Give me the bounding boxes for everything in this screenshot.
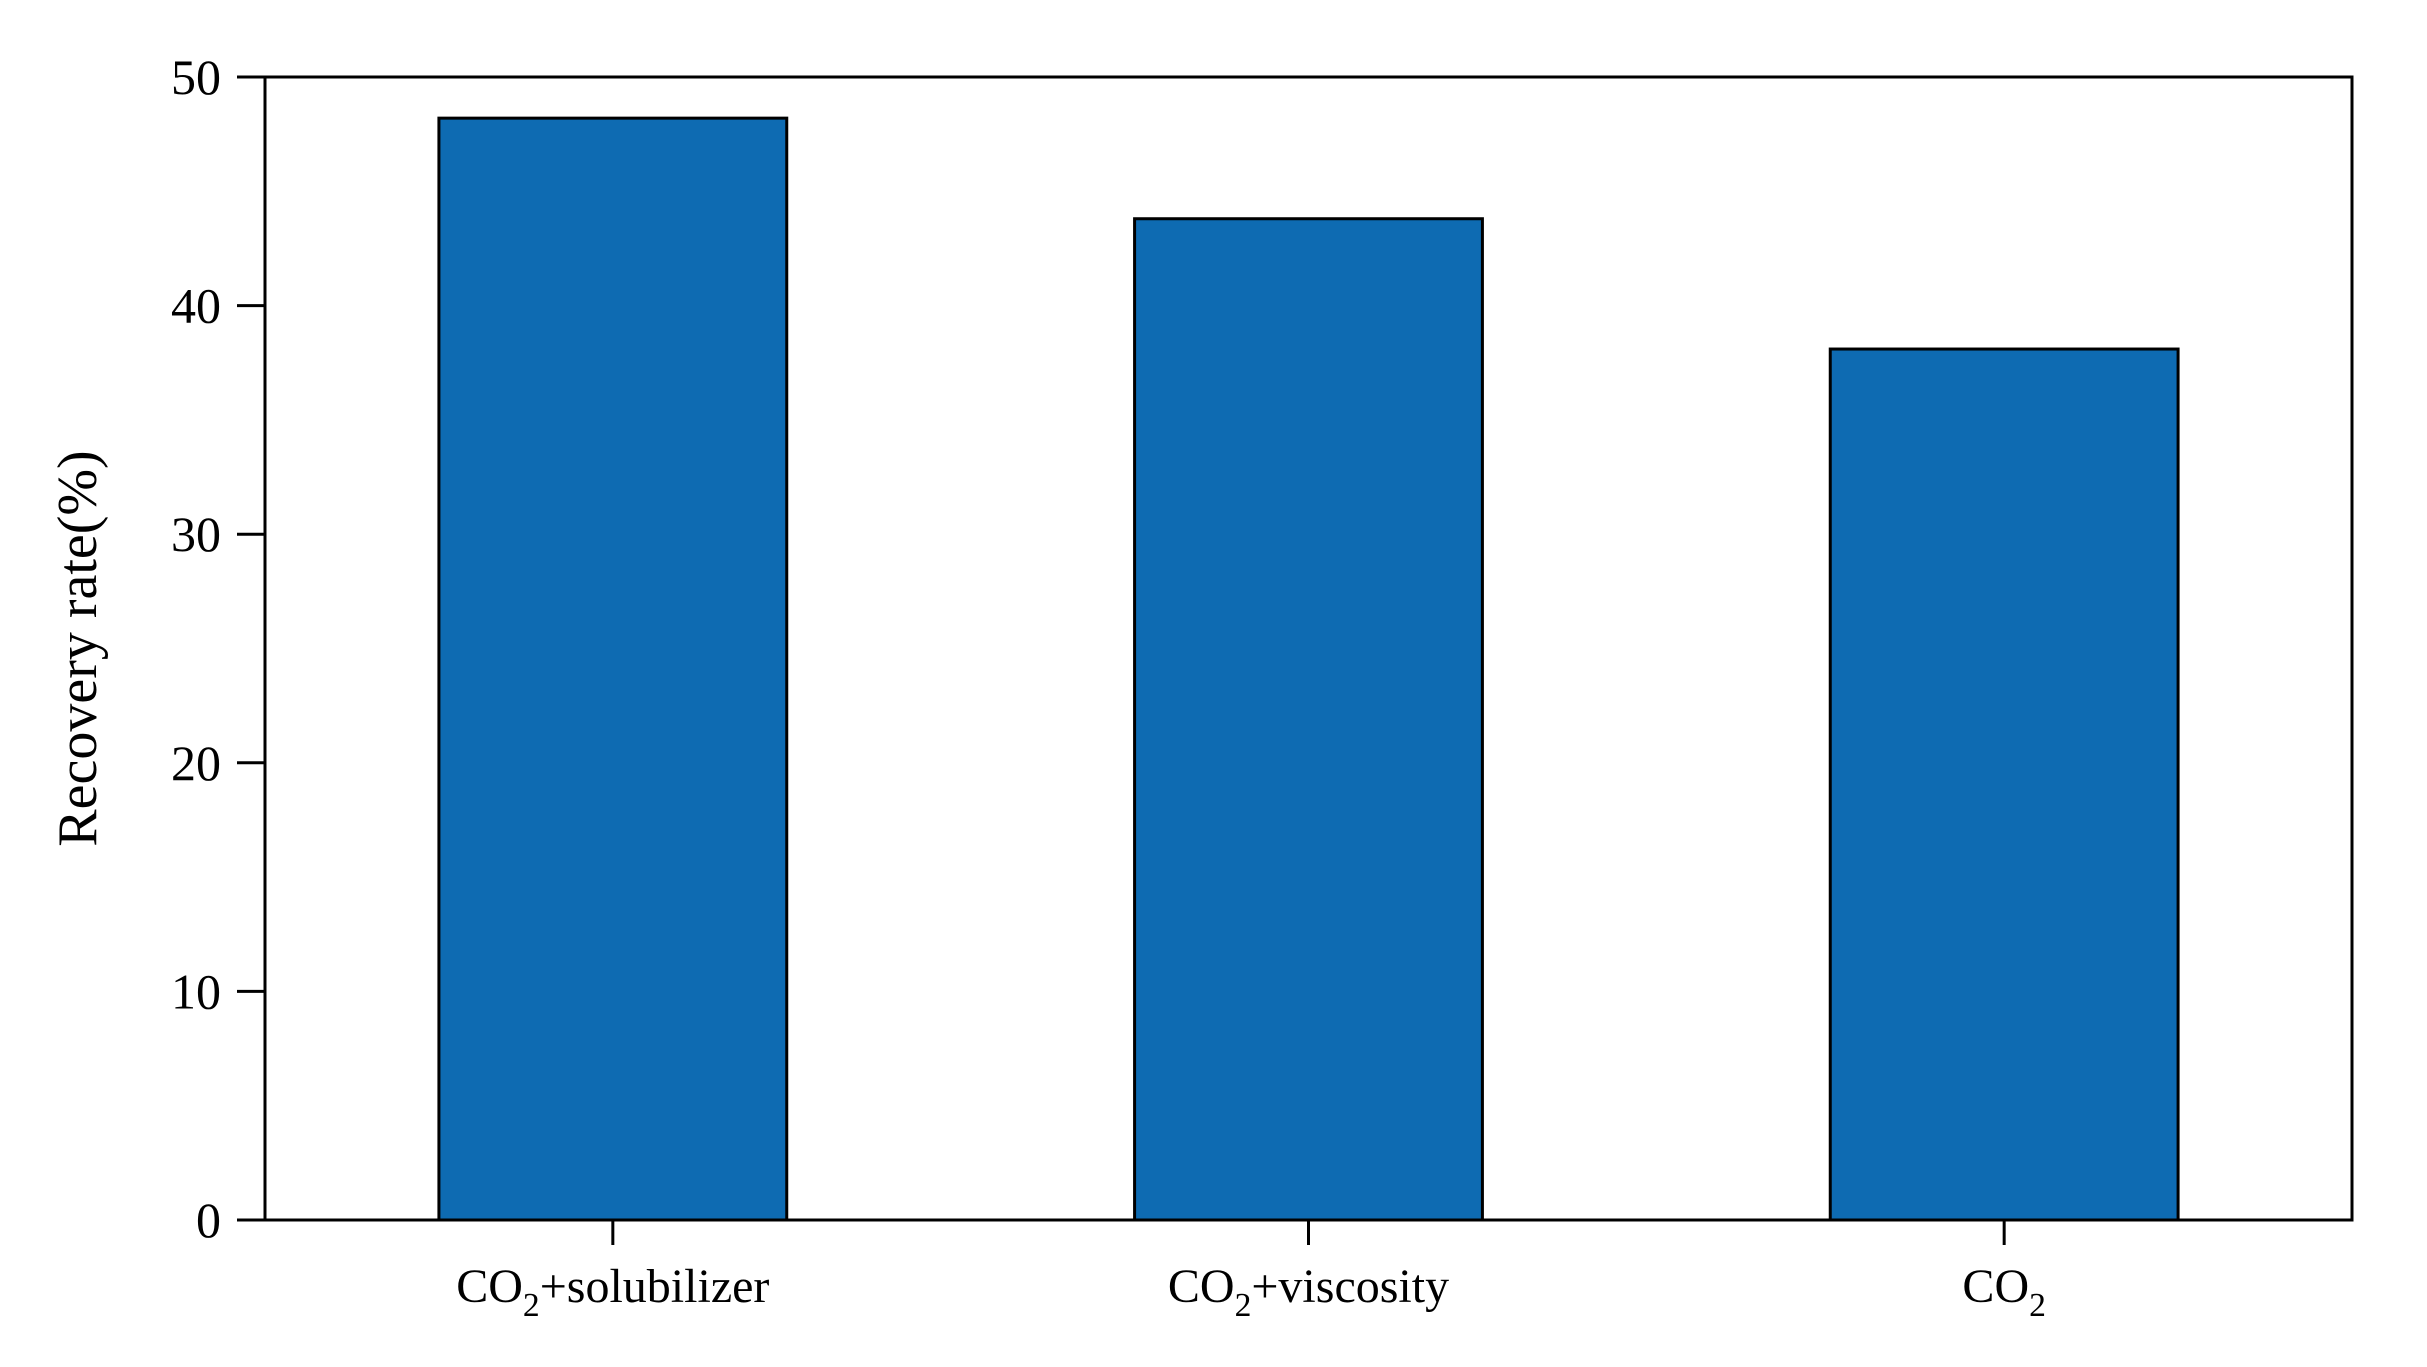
bar [437,116,789,1222]
y-tick-label: 50 [171,49,221,105]
x-category-label: CO2 [1962,1260,2045,1324]
y-tick-label: 30 [171,506,221,562]
bar [1828,347,2180,1222]
x-category-label: CO2+viscosity [1168,1260,1449,1324]
y-tick-label: 40 [171,278,221,334]
bar [1133,217,1484,1222]
y-tick-label: 20 [171,735,221,791]
x-category-label: CO2+solubilizer [456,1260,769,1324]
y-axis-title: Recovery rate(%) [47,450,109,846]
y-tick-label: 10 [171,963,221,1019]
y-tick-label: 0 [196,1192,221,1248]
